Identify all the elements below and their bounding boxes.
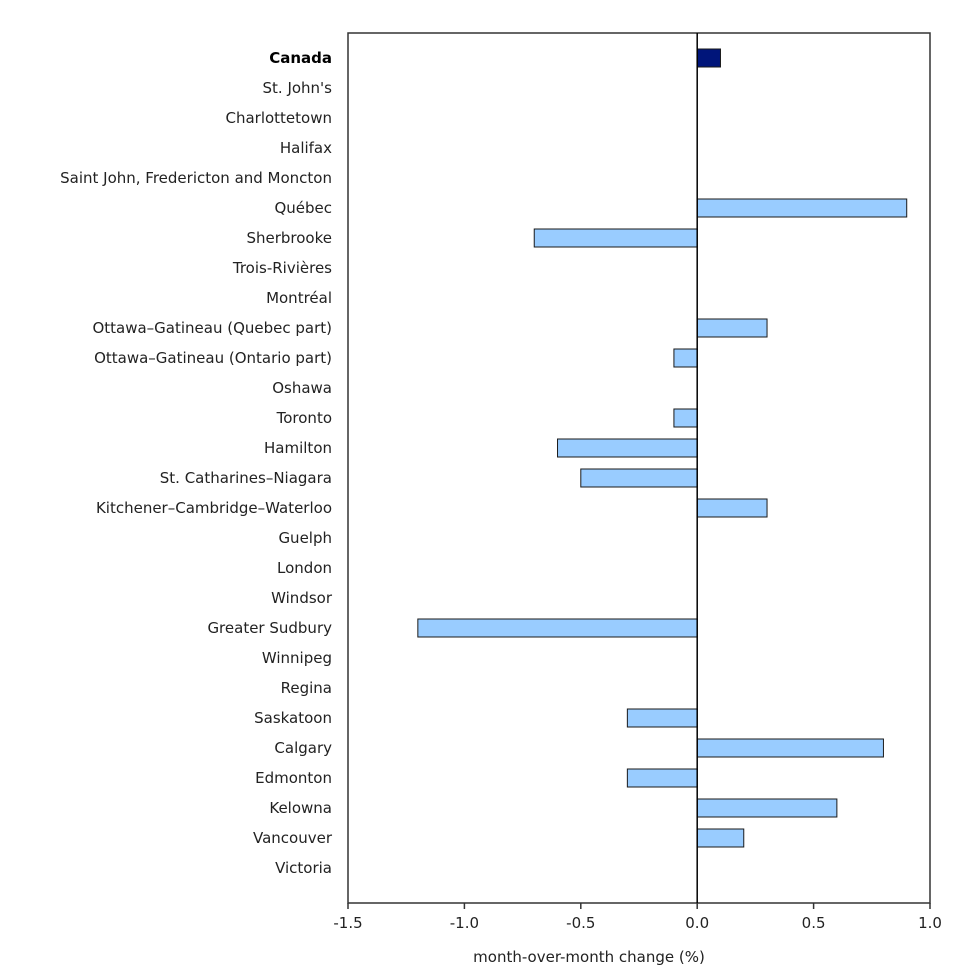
category-label-sherbrooke: Sherbrooke [246,229,332,247]
category-label-ottawa-gatineau-quebec-part: Ottawa–Gatineau (Quebec part) [92,319,332,337]
category-label-london: London [277,559,332,577]
category-label-quebec: Québec [274,199,332,217]
category-labels: Canada St. John's Charlottetown Halifax Sain… [60,49,333,877]
category-label-vancouver: Vancouver [253,829,333,847]
bars [417,48,908,848]
category-label-oshawa: Oshawa [272,379,332,397]
bar-hamilton [557,438,698,458]
x-axis-title: month-over-month change (%) [473,948,705,966]
bar-vancouver [696,828,745,848]
x-tick-label: 0.5 [802,914,826,932]
x-tick-label: 0.0 [685,914,709,932]
bar-edmonton [626,768,698,788]
bar-greater-sudbury [417,618,698,638]
category-label-saint-john-fredericton-and-moncton: Saint John, Fredericton and Moncton [60,169,332,187]
category-label-winnipeg: Winnipeg [262,649,332,667]
x-tick-label: 1.0 [918,914,942,932]
category-label-halifax: Halifax [280,139,332,157]
x-axis-ticks: -1.5 -1.0 -0.5 0.0 0.5 1.0 [333,903,942,932]
bar-ottawa-gatineau-ontario-part [673,348,698,368]
category-label-st-john-s: St. John's [263,79,333,97]
category-label-hamilton: Hamilton [264,439,332,457]
category-label-charlottetown: Charlottetown [225,109,332,127]
bar-canada [696,48,721,68]
bar-kitchener-cambridge-waterloo [696,498,768,518]
x-tick-label: -1.5 [333,914,362,932]
category-label-toronto: Toronto [276,409,332,427]
category-label-montreal: Montréal [266,289,332,307]
bar-ottawa-gatineau-quebec-part [696,318,768,338]
category-label-greater-sudbury: Greater Sudbury [207,619,332,637]
category-label-windsor: Windsor [271,589,333,607]
bar-quebec [696,198,908,218]
x-tick-label: -1.0 [450,914,479,932]
category-label-edmonton: Edmonton [255,769,332,787]
bar-toronto [673,408,698,428]
category-label-canada: Canada [269,49,332,67]
category-label-st-catharines-niagara: St. Catharines–Niagara [160,469,332,487]
category-label-regina: Regina [281,679,332,697]
bar-sherbrooke [533,228,698,248]
category-label-trois-rivieres: Trois-Rivières [232,259,332,277]
bar-kelowna [696,798,838,818]
category-label-saskatoon: Saskatoon [254,709,332,727]
category-label-calgary: Calgary [274,739,332,757]
plot-frame [347,32,931,904]
category-label-guelph: Guelph [278,529,332,547]
category-label-kelowna: Kelowna [269,799,332,817]
bar-st-catharines-niagara [580,468,698,488]
category-label-victoria: Victoria [275,859,332,877]
x-tick-label: -0.5 [566,914,595,932]
category-label-kitchener-cambridge-waterloo: Kitchener–Cambridge–Waterloo [96,499,332,517]
bar-calgary [696,738,884,758]
category-label-ottawa-gatineau-ontario-part: Ottawa–Gatineau (Ontario part) [94,349,332,367]
bar-saskatoon [626,708,698,728]
